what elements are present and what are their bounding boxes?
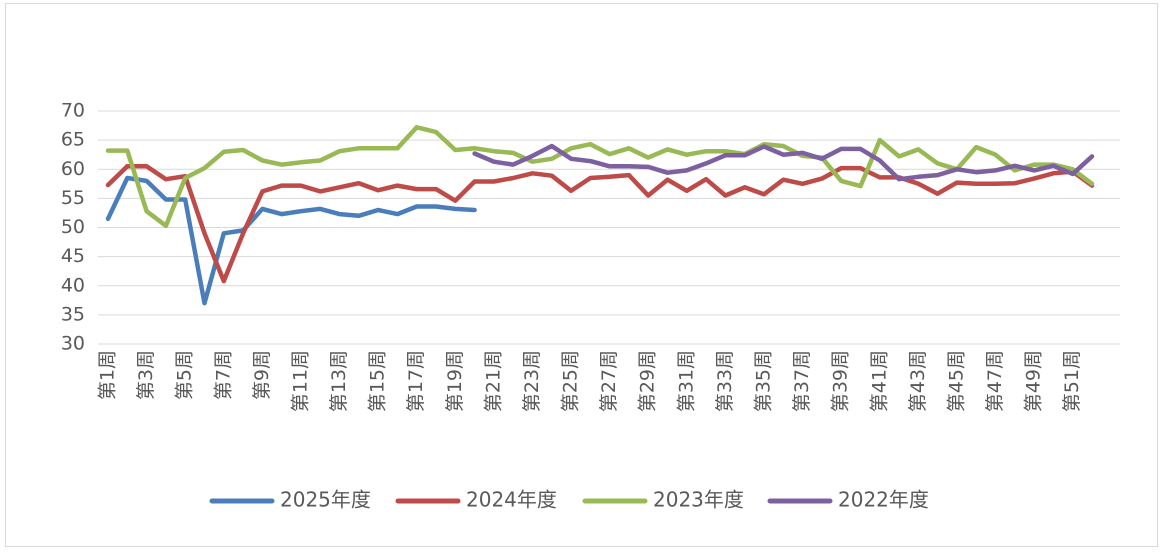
chart-frame (5, 3, 1158, 547)
legend-label: 2022年度 (838, 488, 929, 512)
x-tick-label: 第37周 (791, 350, 813, 412)
series-line (105, 175, 477, 306)
series-line (105, 164, 1095, 284)
series-line (472, 143, 1095, 182)
x-tick-label: 第7周 (212, 350, 234, 400)
legend-label: 2025年度 (280, 488, 371, 512)
x-tick-label: 第9周 (251, 350, 273, 400)
x-tick-label: 第35周 (753, 350, 775, 412)
y-tick-label: 50 (61, 216, 85, 238)
x-tick-label: 第15周 (367, 350, 389, 412)
x-tick-label: 第19周 (444, 350, 466, 412)
x-tick-label: 第45周 (945, 350, 967, 412)
x-tick-label: 第11周 (289, 350, 311, 412)
y-tick-label: 30 (61, 333, 85, 355)
x-tick-label: 第5周 (174, 350, 196, 400)
x-tick-label: 第25周 (560, 350, 582, 412)
x-tick-label: 第29周 (637, 350, 659, 412)
series-line (105, 125, 1095, 229)
x-tick-label: 第21周 (482, 350, 504, 412)
x-tick-label: 第1周 (97, 350, 119, 400)
y-tick-label: 35 (61, 303, 85, 325)
legend-label: 2024年度 (466, 488, 557, 512)
x-tick-label: 第33周 (714, 350, 736, 412)
y-tick-label: 65 (61, 129, 85, 151)
x-tick-label: 第51周 (1061, 350, 1083, 412)
legend-label: 2023年度 (653, 488, 744, 512)
x-tick-label: 第49周 (1023, 350, 1045, 412)
y-tick-label: 60 (61, 158, 85, 180)
x-tick-label: 第27周 (598, 350, 620, 412)
x-tick-label: 第43周 (907, 350, 929, 412)
x-tick-label: 第13周 (328, 350, 350, 412)
x-tick-label: 第23周 (521, 350, 543, 412)
x-tick-label: 第3周 (135, 350, 157, 400)
x-tick-label: 第41周 (868, 350, 890, 412)
x-tick-label: 第39周 (830, 350, 852, 412)
y-tick-label: 45 (61, 245, 85, 267)
y-tick-label: 70 (61, 100, 85, 122)
y-tick-label: 40 (61, 274, 85, 296)
x-tick-label: 第31周 (675, 350, 697, 412)
x-tick-label: 第17周 (405, 350, 427, 412)
y-tick-label: 55 (61, 187, 85, 209)
x-tick-label: 第47周 (984, 350, 1006, 412)
